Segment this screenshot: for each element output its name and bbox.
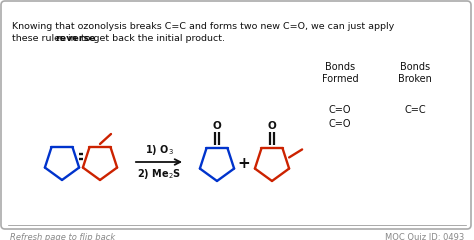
Text: Knowing that ozonolysis breaks C=C and forms two new C=O, we can just apply: Knowing that ozonolysis breaks C=C and f… [12,22,394,31]
Text: MOC Quiz ID: 0493: MOC Quiz ID: 0493 [385,233,464,240]
Text: Bonds
Formed: Bonds Formed [322,62,358,84]
Text: Refresh page to flip back: Refresh page to flip back [10,233,115,240]
Text: O: O [268,121,276,131]
Text: O: O [213,121,221,131]
Text: reverse: reverse [55,34,96,43]
Text: 1) O$_3$: 1) O$_3$ [145,143,173,157]
Text: to get back the initial product.: to get back the initial product. [78,34,225,43]
Text: C=O
C=O: C=O C=O [329,105,351,129]
Text: C=C: C=C [404,105,426,115]
Text: 2) Me$_2$S: 2) Me$_2$S [137,167,181,181]
Text: these rules in: these rules in [12,34,80,43]
Text: Bonds
Broken: Bonds Broken [398,62,432,84]
Text: +: + [237,156,250,170]
FancyBboxPatch shape [1,1,471,229]
